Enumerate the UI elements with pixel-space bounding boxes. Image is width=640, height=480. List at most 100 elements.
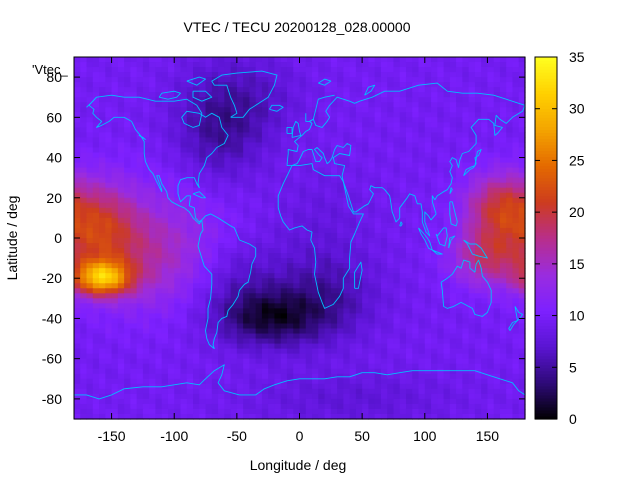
heatmap-cell xyxy=(99,398,106,405)
heatmap-cell xyxy=(155,403,163,410)
heatmap-cell xyxy=(368,243,376,249)
heatmap-cell xyxy=(343,72,351,78)
heatmap-cell xyxy=(167,82,175,88)
heatmap-cell xyxy=(499,127,507,134)
heatmap-cell xyxy=(230,258,238,264)
heatmap-cell xyxy=(74,167,81,174)
heatmap-cell xyxy=(299,283,307,289)
heatmap-cell xyxy=(456,328,463,335)
heatmap-cell xyxy=(487,308,495,315)
heatmap-cell xyxy=(405,318,413,325)
heatmap-cell xyxy=(155,137,163,144)
heatmap-cell xyxy=(487,328,495,335)
heatmap-cell xyxy=(80,333,88,340)
heatmap-cell xyxy=(380,303,388,309)
heatmap-cell xyxy=(286,232,294,239)
heatmap-cell xyxy=(136,137,144,144)
heatmap-cell xyxy=(330,283,338,289)
heatmap-cell xyxy=(193,318,200,325)
heatmap-cell xyxy=(193,172,200,179)
heatmap-cell xyxy=(312,393,319,400)
heatmap-cell xyxy=(261,187,269,194)
heatmap-cell xyxy=(255,328,263,335)
heatmap-cell xyxy=(487,152,495,159)
heatmap-cell xyxy=(468,298,476,304)
heatmap-cell xyxy=(80,147,88,154)
heatmap-cell xyxy=(261,167,269,174)
heatmap-cell xyxy=(431,82,438,88)
heatmap-cell xyxy=(380,162,388,169)
heatmap-cell xyxy=(387,398,395,405)
heatmap-cell xyxy=(86,67,94,73)
heatmap-cell xyxy=(180,348,188,355)
heatmap-cell xyxy=(399,328,407,335)
heatmap-cell xyxy=(117,258,125,264)
heatmap-cell xyxy=(80,192,88,199)
heatmap-cell xyxy=(512,348,520,355)
heatmap-cell xyxy=(293,187,301,194)
heatmap-cell xyxy=(418,378,426,385)
heatmap-cell xyxy=(349,72,357,78)
heatmap-cell xyxy=(512,142,520,149)
heatmap-cell xyxy=(174,323,182,330)
heatmap-cell xyxy=(105,278,113,284)
heatmap-cell xyxy=(255,333,263,340)
heatmap-cell xyxy=(105,388,113,395)
heatmap-cell xyxy=(399,398,407,405)
heatmap-cell xyxy=(337,177,344,184)
heatmap-cell xyxy=(330,393,338,400)
heatmap-cell xyxy=(337,398,344,405)
heatmap-cell xyxy=(449,212,457,219)
heatmap-cell xyxy=(462,283,470,289)
heatmap-cell xyxy=(312,212,319,219)
heatmap-cell xyxy=(243,253,250,259)
heatmap-cell xyxy=(431,147,438,154)
heatmap-cell xyxy=(387,232,395,239)
heatmap-cell xyxy=(111,202,119,209)
heatmap-cell xyxy=(481,308,489,315)
heatmap-cell xyxy=(92,177,100,184)
heatmap-cell xyxy=(343,137,351,144)
heatmap-cell xyxy=(380,177,388,184)
heatmap-cell xyxy=(355,187,363,194)
heatmap-cell xyxy=(199,92,207,98)
heatmap-cell xyxy=(418,87,426,93)
heatmap-cell xyxy=(255,92,263,98)
heatmap-cell xyxy=(180,77,188,83)
heatmap-cell xyxy=(355,97,363,103)
heatmap-cell xyxy=(412,328,420,335)
heatmap-cell xyxy=(368,232,376,239)
heatmap-cell xyxy=(218,147,225,154)
heatmap-cell xyxy=(193,112,200,118)
heatmap-cell xyxy=(236,207,244,214)
heatmap-cell xyxy=(86,197,94,204)
heatmap-cell xyxy=(368,187,376,194)
heatmap-cell xyxy=(199,87,207,93)
heatmap-cell xyxy=(349,142,357,149)
heatmap-cell xyxy=(80,152,88,159)
heatmap-cell xyxy=(80,278,88,284)
heatmap-cell xyxy=(142,333,150,340)
heatmap-cell xyxy=(230,147,238,154)
heatmap-cell xyxy=(343,147,351,154)
heatmap-cell xyxy=(443,258,451,264)
heatmap-cell xyxy=(374,117,382,123)
heatmap-cell xyxy=(355,227,363,234)
heatmap-cell xyxy=(493,162,501,169)
heatmap-cell xyxy=(105,313,113,320)
heatmap-cell xyxy=(418,77,426,83)
heatmap-cell xyxy=(518,368,526,375)
heatmap-cell xyxy=(349,67,357,73)
heatmap-cell xyxy=(374,142,382,149)
heatmap-cell xyxy=(199,403,207,410)
heatmap-cell xyxy=(99,383,106,390)
heatmap-cell xyxy=(405,137,413,144)
heatmap-cell xyxy=(249,323,257,330)
heatmap-cell xyxy=(493,102,501,108)
heatmap-cell xyxy=(86,263,94,269)
heatmap-cell xyxy=(362,398,369,405)
heatmap-cell xyxy=(230,172,238,179)
heatmap-cell xyxy=(211,323,219,330)
heatmap-cell xyxy=(418,318,426,325)
heatmap-cell xyxy=(261,248,269,254)
